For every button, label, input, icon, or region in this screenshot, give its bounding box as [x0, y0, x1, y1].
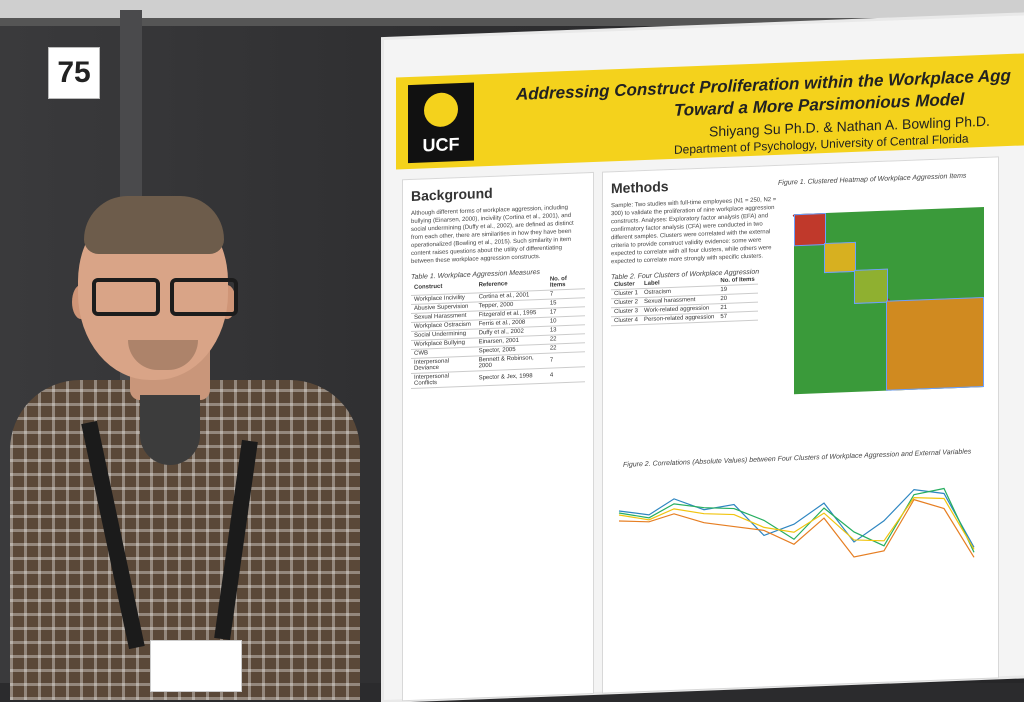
table1-header: No. of Items [546, 274, 585, 291]
heatmap [792, 206, 985, 395]
booth-number: 75 [48, 47, 100, 99]
table-cell: 57 [717, 311, 758, 322]
correlation-line-chart [614, 456, 984, 592]
glasses-icon [92, 278, 240, 316]
table-cell: Spector & Jex, 1998 [475, 368, 547, 386]
background-text: Although different forms of workplace ag… [411, 204, 574, 265]
undershirt [140, 395, 200, 465]
series-line [618, 498, 975, 558]
methods-heading: Methods [611, 178, 669, 197]
background-column: Background Although different forms of w… [402, 171, 594, 702]
series-line [618, 487, 975, 553]
table-cell: 7 [546, 351, 585, 369]
heatmap-block [886, 296, 984, 391]
table-cell: Interpersonal Conflicts [411, 370, 476, 389]
poster: UCF Addressing Construct Proliferation w… [384, 14, 1024, 702]
table1: Construct Reference No. of Items Workpla… [411, 274, 585, 389]
table-cell: Person-related aggression [641, 312, 718, 325]
glasses-lens [92, 278, 160, 316]
methods-text: Sample: Two studies with full-time emplo… [611, 196, 777, 266]
ucf-logo: UCF [408, 82, 474, 164]
table2: Cluster Label No. of Items Cluster 1 Ostr… [611, 275, 758, 327]
series-line [618, 489, 975, 548]
table-cell: Cluster 4 [611, 315, 642, 326]
heatmap-block [794, 213, 826, 247]
pegasus-icon [424, 92, 458, 128]
logo-text: UCF [422, 134, 460, 156]
heatmap-block [824, 241, 856, 274]
table-cell: 4 [546, 366, 585, 384]
name-badge [150, 640, 242, 692]
panel-top-rail [0, 18, 1024, 26]
hair [84, 196, 224, 254]
background-heading: Background [411, 184, 493, 204]
glasses-lens [170, 278, 238, 316]
series-line [618, 497, 975, 550]
fig1-caption: Figure 1. Clustered Heatmap of Workplace… [778, 172, 967, 187]
heatmap-block [854, 268, 888, 304]
presenter [0, 0, 400, 700]
